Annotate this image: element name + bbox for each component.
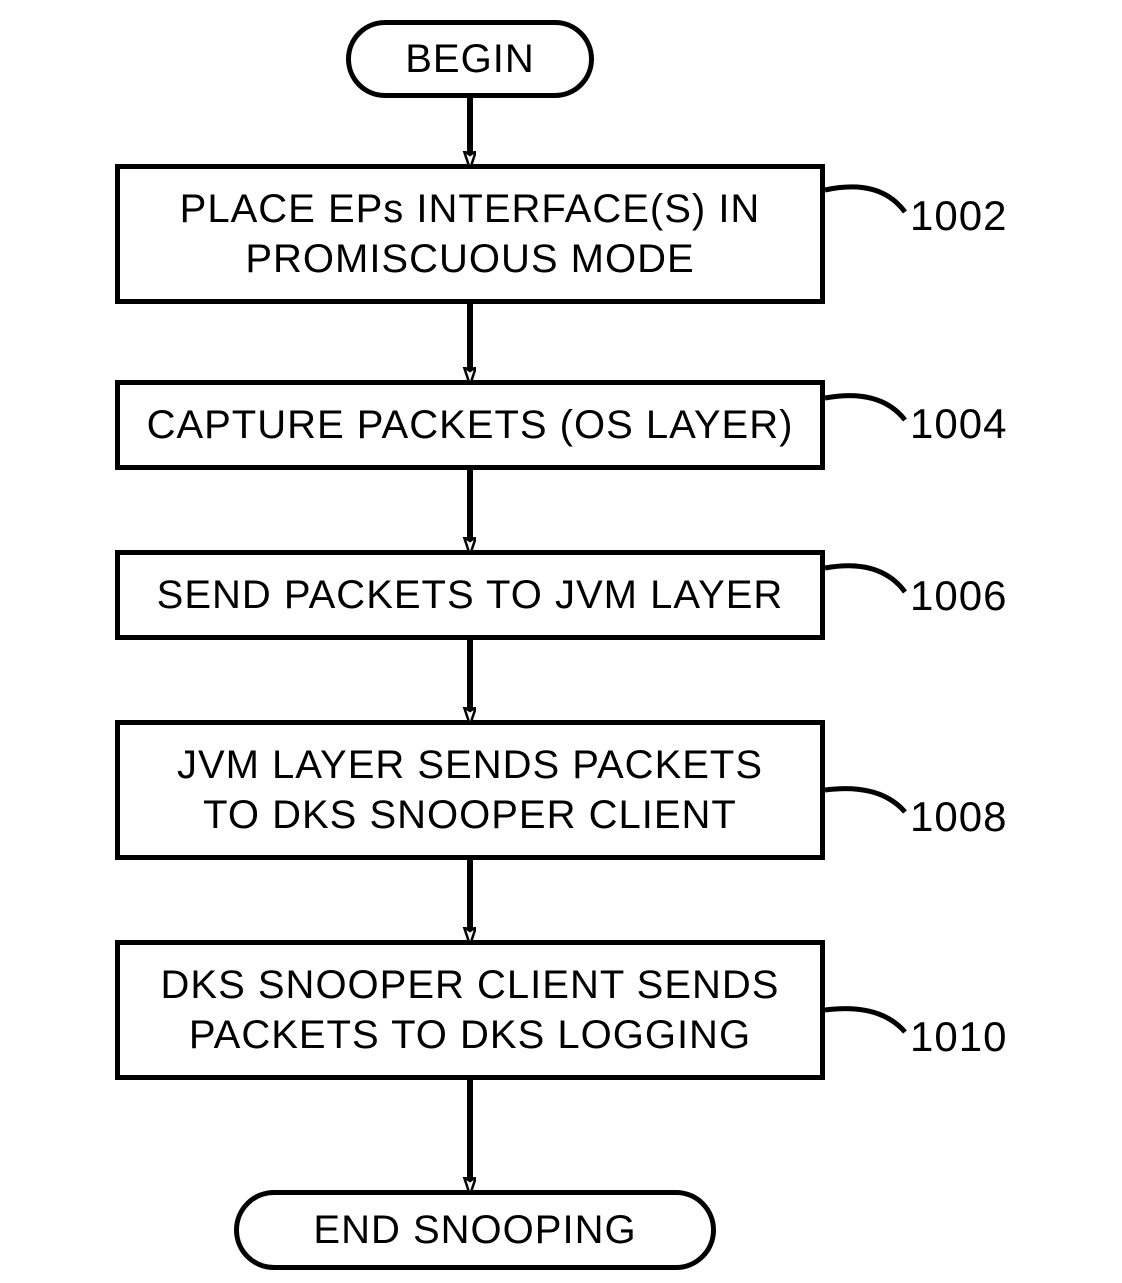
process-jvm-to-snooper: JVM LAYER SENDS PACKETSTO DKS SNOOPER CL… [115,720,825,860]
leader-line [825,566,905,592]
process-text: SEND PACKETS TO JVM LAYER [157,570,784,620]
process-capture-packets: CAPTURE PACKETS (OS LAYER) [115,380,825,470]
leader-line [825,187,905,212]
process-send-jvm: SEND PACKETS TO JVM LAYER [115,550,825,640]
ref-label: 1010 [910,1013,1007,1061]
ref-label: 1006 [910,572,1007,620]
leader-line [825,1009,905,1032]
terminator-begin-text: BEGIN [405,37,534,82]
flowchart-canvas: BEGIN PLACE EPs INTERFACE(S) INPROMISCUO… [0,0,1122,1283]
process-text: PLACE EPs INTERFACE(S) INPROMISCUOUS MOD… [180,184,761,284]
terminator-begin: BEGIN [346,20,594,98]
terminator-end-text: END SNOOPING [313,1208,636,1253]
process-promiscuous-mode: PLACE EPs INTERFACE(S) INPROMISCUOUS MOD… [115,164,825,304]
ref-label: 1002 [910,192,1007,240]
ref-label: 1008 [910,793,1007,841]
process-text: DKS SNOOPER CLIENT SENDSPACKETS TO DKS L… [161,960,780,1060]
process-snooper-to-logging: DKS SNOOPER CLIENT SENDSPACKETS TO DKS L… [115,940,825,1080]
process-text: CAPTURE PACKETS (OS LAYER) [147,400,794,450]
terminator-end: END SNOOPING [234,1190,716,1270]
process-text: JVM LAYER SENDS PACKETSTO DKS SNOOPER CL… [177,740,763,840]
leader-line [825,396,905,420]
ref-label: 1004 [910,400,1007,448]
leader-line [825,789,905,812]
